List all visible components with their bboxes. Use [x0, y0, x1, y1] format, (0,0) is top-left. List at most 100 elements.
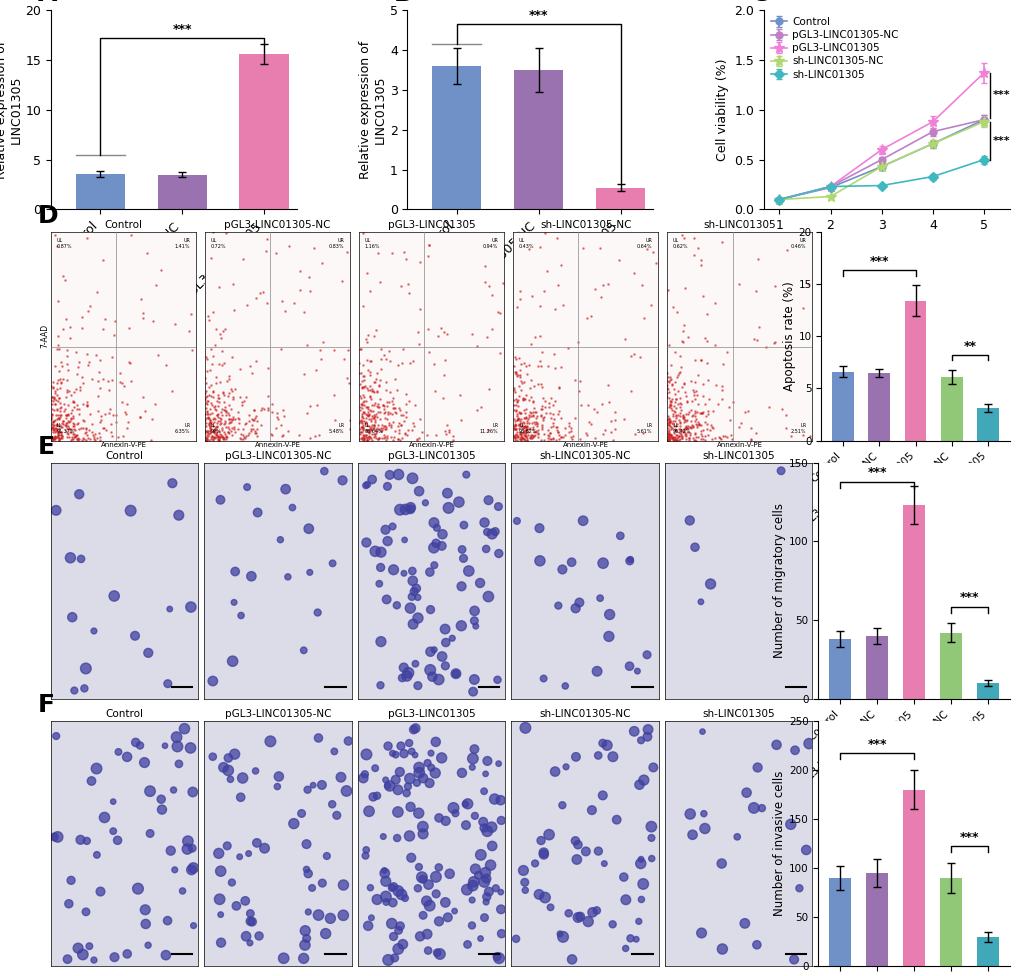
Point: [510, 428, 526, 444]
Point: [291, 282, 308, 298]
Point: [520, 427, 536, 443]
Point: [61, 331, 77, 346]
Point: [273, 294, 289, 309]
Point: [199, 427, 215, 443]
Point: [662, 427, 679, 443]
Point: [53, 419, 69, 434]
Point: [231, 412, 248, 427]
Point: [51, 390, 67, 406]
Point: [67, 428, 84, 444]
Point: [506, 428, 523, 444]
Point: [720, 399, 737, 415]
Point: [198, 431, 214, 447]
Point: [658, 432, 675, 448]
Point: [49, 401, 65, 417]
Point: [221, 368, 237, 384]
Point: [65, 418, 82, 433]
Point: [686, 427, 702, 442]
Point: [285, 295, 302, 310]
Point: [398, 427, 415, 443]
Point: [520, 422, 536, 437]
Point: [198, 415, 214, 430]
Point: [515, 414, 531, 429]
Point: [779, 243, 795, 259]
Point: [377, 404, 393, 420]
Point: [615, 331, 632, 346]
Point: [384, 390, 400, 406]
Point: [213, 344, 229, 359]
Point: [216, 430, 232, 446]
Point: [58, 410, 74, 426]
Point: [673, 403, 689, 419]
Point: [225, 389, 242, 405]
Point: [204, 356, 220, 372]
Point: [516, 405, 532, 421]
Point: [210, 409, 226, 425]
Point: [263, 426, 279, 441]
Point: [659, 425, 676, 440]
Point: [579, 309, 595, 325]
Point: [215, 417, 231, 432]
Point: [359, 430, 375, 446]
Point: [296, 366, 312, 382]
Point: [368, 406, 384, 422]
Point: [689, 414, 705, 429]
Text: sh-LINC01305-NC: sh-LINC01305-NC: [539, 451, 630, 461]
Point: [661, 369, 678, 385]
Point: [671, 412, 687, 427]
Point: [513, 411, 529, 427]
Point: [255, 284, 271, 300]
Point: [565, 428, 581, 444]
Point: [198, 400, 214, 416]
Point: [204, 428, 220, 444]
Point: [49, 417, 65, 432]
Point: [281, 238, 298, 254]
Point: [201, 387, 217, 403]
Point: [664, 426, 681, 441]
Point: [211, 416, 227, 431]
Point: [137, 404, 153, 420]
Point: [102, 401, 118, 417]
Point: [640, 242, 656, 258]
Point: [45, 415, 61, 430]
Point: [545, 419, 561, 434]
Point: [92, 429, 108, 445]
Point: [44, 389, 60, 405]
Point: [87, 427, 103, 442]
Point: [71, 382, 88, 397]
Point: [364, 431, 380, 447]
Point: [123, 227, 140, 243]
Point: [369, 417, 385, 432]
Point: [713, 382, 730, 397]
Bar: [828, 878, 851, 966]
Point: [723, 394, 740, 410]
Point: [201, 312, 217, 328]
Point: [59, 426, 75, 441]
Point: [96, 421, 112, 436]
Point: [632, 53, 648, 68]
Point: [58, 311, 74, 327]
Point: [356, 427, 372, 442]
Point: [362, 388, 378, 404]
Point: [198, 376, 214, 391]
Point: [511, 283, 527, 299]
Point: [546, 393, 562, 409]
Point: [548, 230, 565, 246]
Point: [665, 423, 682, 438]
Point: [519, 432, 535, 448]
Point: [47, 396, 63, 412]
Point: [92, 380, 108, 395]
Point: [59, 348, 75, 364]
Point: [59, 382, 75, 397]
Point: [508, 300, 525, 315]
Point: [520, 242, 536, 258]
Point: [532, 239, 548, 255]
Point: [685, 419, 701, 434]
Point: [67, 428, 84, 444]
Point: [397, 404, 414, 420]
Text: LL
93.82%: LL 93.82%: [519, 424, 537, 434]
Point: [224, 276, 240, 292]
Point: [395, 413, 412, 428]
Point: [667, 427, 684, 442]
Point: [660, 431, 677, 447]
